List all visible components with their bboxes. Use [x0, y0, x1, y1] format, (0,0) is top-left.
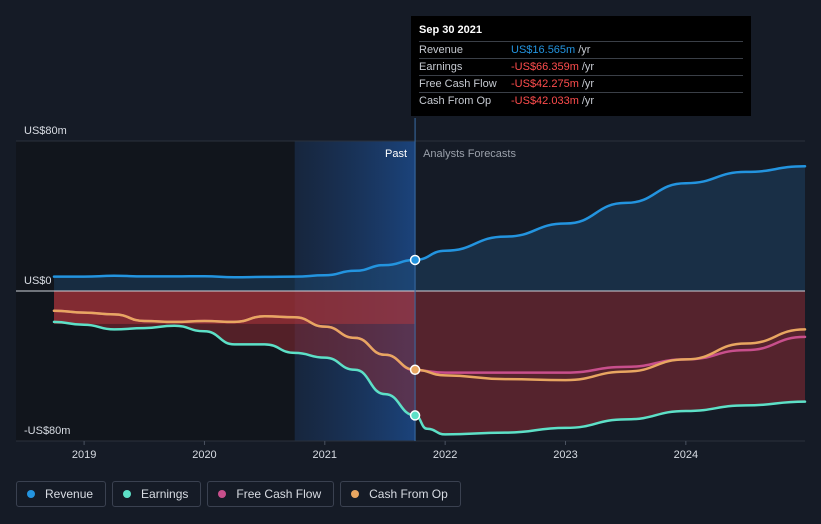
tooltip-label: Earnings: [419, 61, 463, 73]
tooltip-row-earnings: Earnings -US$66.359m /yr: [419, 58, 743, 75]
tooltip-value: US$16.565m: [511, 44, 576, 56]
tooltip-value: -US$42.033m: [511, 95, 579, 107]
tooltip-unit: /yr: [578, 44, 591, 56]
tooltip-label: Revenue: [419, 44, 464, 56]
tooltip-unit: /yr: [581, 61, 595, 73]
legend-item-earnings[interactable]: Earnings: [112, 481, 202, 507]
legend-label: Free Cash Flow: [236, 487, 322, 501]
tooltip-value: -US$42.275m: [511, 78, 579, 90]
x-tick-label: 2024: [674, 449, 698, 461]
marker-revenue: [409, 254, 421, 266]
free-cash-flow-dot-icon: [218, 490, 227, 498]
legend-label: Earnings: [141, 487, 189, 501]
legend-label: Cash From Op: [369, 487, 448, 501]
x-tick-label: 2023: [553, 449, 577, 461]
legend-item-cash-from-op[interactable]: Cash From Op: [340, 481, 461, 507]
earnings-dot-icon: [123, 490, 132, 498]
tooltip-value: -US$66.359m: [511, 61, 579, 73]
tooltip-unit: /yr: [581, 78, 595, 90]
data-tooltip: Sep 30 2021 Revenue US$16.565m /yr Earni…: [411, 16, 751, 116]
x-tick-label: 2022: [433, 449, 457, 461]
chart-legend: Revenue Earnings Free Cash Flow Cash Fro…: [16, 481, 467, 507]
tooltip-date: Sep 30 2021: [419, 24, 482, 36]
x-tick-label: 2021: [313, 449, 337, 461]
marker-cash-from-op: [409, 364, 421, 376]
negative-area: [54, 291, 805, 435]
cash-from-op-dot-icon: [351, 490, 360, 498]
legend-item-revenue[interactable]: Revenue: [16, 481, 107, 507]
tooltip-row-free-cash-flow: Free Cash Flow -US$42.275m /yr: [419, 75, 743, 92]
tooltip-row-cash-from-op: Cash From Op -US$42.033m /yr: [419, 92, 743, 109]
series-line-revenue: [52, 165, 807, 279]
past-label: Past: [385, 148, 407, 160]
revenue-area: [54, 166, 805, 291]
y-tick-label: US$0: [24, 275, 52, 287]
y-tick-label: -US$80m: [24, 425, 70, 437]
series-line-cash-from-op: [52, 309, 807, 382]
x-tick-label: 2020: [192, 449, 216, 461]
tooltip-label: Cash From Op: [419, 95, 492, 107]
revenue-dot-icon: [27, 490, 35, 498]
marker-earnings: [409, 410, 421, 421]
tooltip-row-revenue: Revenue US$16.565m /yr: [419, 41, 743, 58]
y-tick-label: US$80m: [24, 125, 67, 137]
legend-label: Revenue: [45, 487, 94, 501]
x-tick-label: 2019: [72, 449, 96, 461]
legend-item-free-cash-flow[interactable]: Free Cash Flow: [207, 481, 335, 507]
tooltip-label: Free Cash Flow: [419, 78, 497, 90]
forecast-label: Analysts Forecasts: [423, 148, 516, 160]
series-line-earnings: [52, 320, 807, 436]
tooltip-unit: /yr: [581, 95, 595, 107]
